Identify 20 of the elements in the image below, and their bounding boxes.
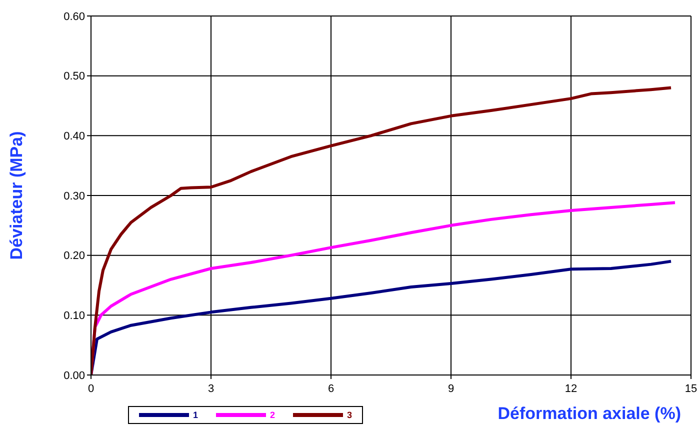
y-axis-title: Déviateur (MPa) — [7, 131, 26, 260]
y-tick-label: 0.40 — [64, 130, 85, 143]
text: 2 — [270, 410, 276, 420]
line-series — [91, 260, 672, 375]
x-tick-label: 9 — [446, 383, 456, 396]
y-tick-label: 0.10 — [64, 310, 85, 322]
x-tick-label: 15 — [684, 383, 698, 396]
x-tick-label: 0 — [86, 383, 96, 396]
y-tick-label: 0.60 — [64, 10, 85, 23]
y-tick-label: 0.50 — [64, 70, 85, 83]
text: 3 — [347, 410, 352, 420]
line-series — [91, 86, 672, 375]
x-axis-title: Déformation axiale (%) — [498, 404, 681, 423]
x-tick-label: 3 — [206, 383, 216, 396]
y-tick-label: 0.00 — [64, 370, 85, 382]
x-tick-label: 6 — [326, 383, 336, 396]
text: 1 — [193, 410, 198, 420]
y-tick-label: 0.30 — [64, 190, 85, 202]
y-tick-label: 0.20 — [64, 250, 85, 262]
x-tick-label: 12 — [564, 383, 578, 396]
